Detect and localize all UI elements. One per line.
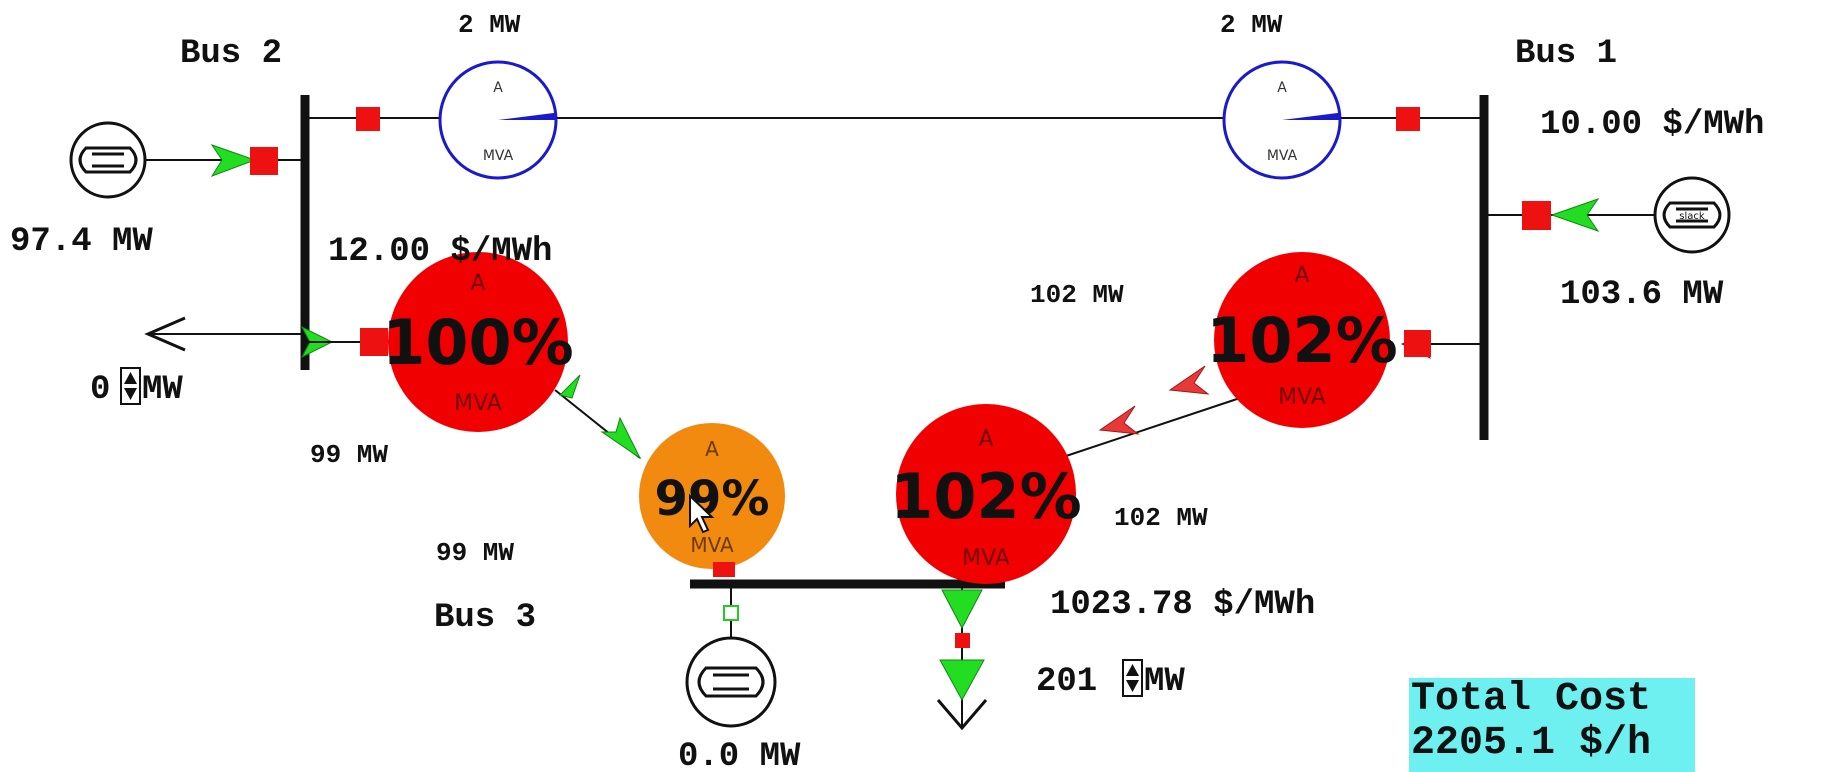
bus-1-label: Bus 1 [1515, 35, 1617, 73]
line-1-3-lower-gauge-top: A [978, 427, 993, 452]
generator-bus-2-output: 97.4 MW [10, 223, 153, 261]
line-3-gauge[interactable]: A 99% MVA [639, 423, 785, 569]
load-arrow-icon [144, 316, 186, 352]
breaker-line-2-3[interactable] [360, 328, 388, 356]
breaker-line-1-2-bus2[interactable] [356, 107, 380, 131]
total-cost-value: 2205.1 $/h [1411, 721, 1652, 766]
bus-2-price: 12.00 $/MWh [328, 233, 552, 271]
generator-symbol-icon [78, 146, 138, 174]
reverse-flow-arrow-icon [1098, 405, 1140, 435]
spin-down-icon[interactable] [124, 388, 137, 400]
line-3-gauge-percent: 99% [655, 471, 770, 527]
flow-arrow-icon [939, 659, 985, 702]
line-2-3-gauge-top: A [470, 271, 485, 296]
spin-up-icon[interactable] [124, 372, 137, 384]
line-1-3-upper-gauge-bottom: MVA [1278, 385, 1326, 410]
load-bus-2-spinner[interactable] [120, 367, 141, 405]
line-3-gauge-top: A [705, 437, 719, 461]
line-1-2-gauge-left-fill [498, 112, 556, 120]
line-3-gauge-bottom: MVA [690, 533, 734, 557]
load-bus-3-unit: MW [1144, 663, 1185, 701]
line-1-3-upper-gauge[interactable]: A 102% MVA [1206, 252, 1398, 428]
line-1-2-gauge-left-top: A [493, 80, 503, 96]
line-1-3-diag [1059, 397, 1241, 459]
generator-bus-3[interactable] [685, 636, 777, 728]
load-bus-2-value[interactable]: 0 [90, 371, 110, 409]
generator-bus-1-slack[interactable]: slack [1653, 176, 1731, 254]
line-2-3-gauge-percent: 100% [382, 306, 574, 379]
line-1-3-lower-gauge-percent: 102% [890, 460, 1082, 533]
line-2-3-gauge-bottom: MVA [454, 391, 502, 416]
load-bus-3-value[interactable]: 201 [1036, 663, 1097, 701]
line-2-3-gauge[interactable]: A 100% MVA [382, 252, 574, 432]
line-1-2-gauge-right[interactable]: A MVA [1222, 60, 1342, 180]
line-1-2-flow-left: 2 MW [458, 10, 521, 40]
line-1-3-upper-gauge-percent: 102% [1206, 304, 1398, 377]
total-cost-panel [1409, 678, 1695, 772]
total-cost-text: Total Cost 2205.1 $/h [1411, 678, 1651, 766]
generator-bus-2[interactable] [69, 121, 147, 199]
line-1-2-gauge-right-fill [1282, 112, 1340, 120]
reverse-flow-arrow-icon [1168, 365, 1210, 395]
line-1-3-upper-flow: 102 MW [1030, 280, 1124, 310]
generator-bus-1-output: 103.6 MW [1560, 276, 1724, 314]
load-arrow-icon [936, 699, 988, 731]
breaker-line-3-bus3[interactable] [713, 562, 735, 577]
breaker-line-1-3-bus1[interactable] [1404, 330, 1431, 357]
line-1-2-gauge-left-bottom: MVA [483, 148, 514, 164]
line-1-3-lower-gauge-bottom: MVA [962, 546, 1010, 571]
spin-down-icon[interactable] [1126, 680, 1139, 692]
flow-arrow-icon [1550, 198, 1600, 232]
bus-3-label: Bus 3 [434, 599, 536, 637]
flow-arrow-icon [941, 589, 983, 630]
line-3-flow: 99 MW [436, 538, 514, 568]
line-1-2-gauge-left[interactable]: A MVA [438, 60, 558, 180]
line-2-3-flow: 99 MW [310, 440, 388, 470]
line-1-3-lower-gauge[interactable]: A 102% MVA [890, 404, 1082, 584]
flow-arrow-icon [600, 416, 642, 460]
spin-up-icon[interactable] [1126, 664, 1139, 676]
line-1-2-gauge-right-bottom: MVA [1267, 148, 1298, 164]
breaker-load-bus-3[interactable] [955, 633, 970, 648]
flow-arrow-icon [210, 144, 257, 177]
generator-symbol-icon [697, 666, 765, 698]
breaker-generator-bus-3-open[interactable] [723, 605, 739, 621]
breaker-generator-bus-1[interactable] [1522, 201, 1551, 230]
breaker-generator-bus-2[interactable] [250, 147, 278, 175]
load-bus-2-unit: MW [142, 371, 183, 409]
flow-arrow-icon [559, 374, 581, 399]
bus-2-label: Bus 2 [180, 35, 282, 73]
generator-bus-1-tag: slack [1679, 211, 1705, 222]
bus-3-price: 1023.78 $/MWh [1050, 586, 1315, 624]
total-cost-label: Total Cost [1411, 677, 1652, 722]
breaker-line-1-2-bus1[interactable] [1396, 107, 1420, 131]
generator-symbol-icon [1662, 201, 1722, 229]
line-1-3-lower-flow: 102 MW [1114, 503, 1208, 533]
line-1-3-upper-gauge-top: A [1294, 263, 1309, 288]
mouse-cursor-icon [689, 493, 715, 534]
line-1-2-flow-right: 2 MW [1220, 10, 1283, 40]
bus-1-price: 10.00 $/MWh [1540, 106, 1764, 144]
load-bus-3-spinner[interactable] [1122, 659, 1143, 697]
generator-bus-3-output: 0.0 MW [678, 738, 801, 772]
line-1-2-gauge-right-top: A [1277, 80, 1287, 96]
